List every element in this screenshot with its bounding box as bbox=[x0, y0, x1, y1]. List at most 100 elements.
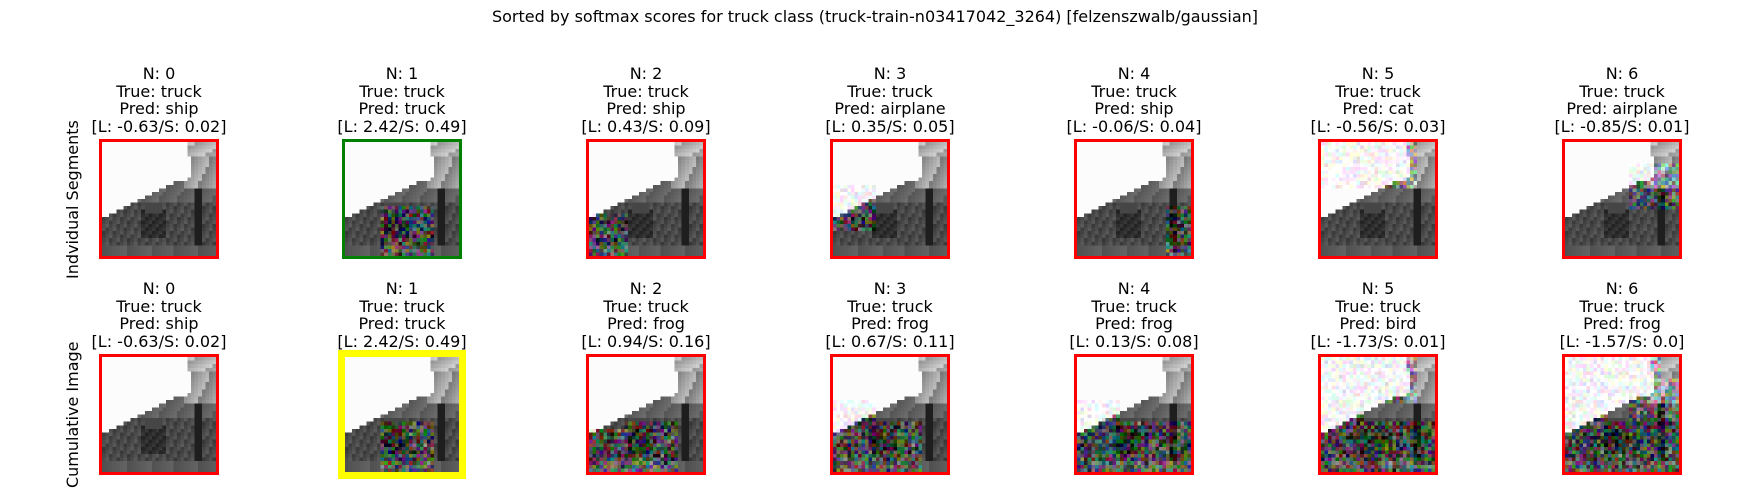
panel-title: N: 3 True: truck Pred: frog [L: 0.67/S: 0.1… bbox=[770, 280, 1010, 350]
segment-image-pixels bbox=[102, 142, 216, 256]
panel-title-n: N: 6 bbox=[1605, 279, 1639, 298]
segment-image-pixels bbox=[102, 357, 216, 472]
panel-title: N: 5 True: truck Pred: bird [L: -1.73/S: 0.… bbox=[1258, 280, 1498, 350]
panel-title-score: [L: 0.13/S: 0.08] bbox=[1069, 331, 1199, 351]
panel-title-score: [L: 0.67/S: 0.11] bbox=[825, 331, 955, 351]
panel-title-n: N: 5 bbox=[1361, 279, 1395, 298]
panel-title-score: [L: -0.63/S: 0.02] bbox=[91, 331, 227, 351]
panel-title-true: True: truck bbox=[1091, 81, 1177, 101]
segment-image-pixels bbox=[345, 357, 459, 472]
segment-image-pixels bbox=[1565, 142, 1679, 256]
panel-title-true: True: truck bbox=[1335, 81, 1421, 101]
segment-image-pixels bbox=[833, 357, 947, 472]
panel-title-n: N: 2 bbox=[629, 64, 663, 83]
panel-title: N: 1 True: truck Pred: truck [L: 2.42/S: 0.… bbox=[282, 65, 522, 135]
panel-title-true: True: truck bbox=[847, 296, 933, 316]
segment-image bbox=[1074, 139, 1194, 259]
segment-image bbox=[586, 139, 706, 259]
panel-title-score: [L: -1.57/S: 0.0] bbox=[1559, 331, 1685, 351]
panel-title-score: [L: 2.42/S: 0.49] bbox=[337, 116, 467, 136]
panel-title-n: N: 1 bbox=[385, 279, 419, 298]
segment-image-pixels bbox=[345, 142, 459, 256]
segment-image bbox=[342, 139, 462, 259]
panel-title: N: 4 True: truck Pred: ship [L: -0.06/S: 0.… bbox=[1014, 65, 1254, 135]
panel-title-score: [L: 0.43/S: 0.09] bbox=[581, 116, 711, 136]
segment-image bbox=[1562, 139, 1682, 259]
row-label-individual-segments: Indvidual Segments bbox=[63, 119, 82, 279]
panel-title-pred: Pred: cat bbox=[1342, 99, 1414, 118]
panel-title-pred: Pred: frog bbox=[1095, 314, 1173, 333]
segment-image-pixels bbox=[1321, 142, 1435, 256]
panel-title-pred: Pred: truck bbox=[358, 314, 446, 333]
segment-image bbox=[586, 354, 706, 475]
segment-image bbox=[830, 139, 950, 259]
segment-image-pixels bbox=[589, 357, 703, 472]
panel-title-score: [L: -0.06/S: 0.04] bbox=[1066, 116, 1202, 136]
panel-title-n: N: 2 bbox=[629, 279, 663, 298]
segment-image bbox=[1318, 139, 1438, 259]
panel-title: N: 0 True: truck Pred: ship [L: -0.63/S: 0.… bbox=[39, 65, 279, 135]
panel-title-true: True: truck bbox=[1335, 296, 1421, 316]
panel-title-score: [L: -1.73/S: 0.01] bbox=[1310, 331, 1446, 351]
panel-title-pred: Pred: ship bbox=[606, 99, 686, 118]
panel-title-true: True: truck bbox=[603, 296, 689, 316]
panel-title-score: [L: 2.42/S: 0.49] bbox=[337, 331, 467, 351]
segment-image-pixels bbox=[589, 142, 703, 256]
panel-title-n: N: 6 bbox=[1605, 64, 1639, 83]
segment-image bbox=[830, 354, 950, 475]
panel-title-n: N: 4 bbox=[1117, 279, 1151, 298]
panel-title: N: 5 True: truck Pred: cat [L: -0.56/S: 0.0… bbox=[1258, 65, 1498, 135]
panel-title-true: True: truck bbox=[116, 81, 202, 101]
panel-title: N: 4 True: truck Pred: frog [L: 0.13/S: 0.0… bbox=[1014, 280, 1254, 350]
segment-image bbox=[1074, 354, 1194, 475]
segment-image-pixels bbox=[1077, 357, 1191, 472]
panel-title-true: True: truck bbox=[1579, 81, 1665, 101]
segment-image bbox=[338, 350, 466, 479]
panel-title-pred: Pred: frog bbox=[607, 314, 685, 333]
panel-title-n: N: 3 bbox=[873, 64, 907, 83]
panel-title-n: N: 1 bbox=[385, 64, 419, 83]
panel-title-true: True: truck bbox=[847, 81, 933, 101]
panel-title-score: [L: 0.94/S: 0.16] bbox=[581, 331, 711, 351]
panel-title: N: 3 True: truck Pred: airplane [L: 0.35/S:… bbox=[770, 65, 1010, 135]
panel-title-pred: Pred: ship bbox=[119, 314, 199, 333]
panel-title-n: N: 4 bbox=[1117, 64, 1151, 83]
panel-title-true: True: truck bbox=[1091, 296, 1177, 316]
row-label-cumulative-image: Cumulative Image bbox=[63, 340, 82, 488]
panel-title-pred: Pred: frog bbox=[851, 314, 929, 333]
segment-image-pixels bbox=[1565, 357, 1679, 472]
segment-image-pixels bbox=[1077, 142, 1191, 256]
panel-title-score: [L: -0.56/S: 0.03] bbox=[1310, 116, 1446, 136]
panel-title-true: True: truck bbox=[359, 81, 445, 101]
panel-title-true: True: truck bbox=[359, 296, 445, 316]
segment-image-pixels bbox=[833, 142, 947, 256]
panel-title-pred: Pred: airplane bbox=[834, 99, 946, 118]
panel-title-pred: Pred: bird bbox=[1339, 314, 1417, 333]
panel-title-pred: Pred: frog bbox=[1583, 314, 1661, 333]
segment-image bbox=[99, 354, 219, 475]
panel-title-n: N: 0 bbox=[142, 64, 176, 83]
segment-image bbox=[1318, 354, 1438, 475]
panel-title-true: True: truck bbox=[1579, 296, 1665, 316]
panel-title-score: [L: -0.85/S: 0.01] bbox=[1554, 116, 1690, 136]
panel-title-n: N: 5 bbox=[1361, 64, 1395, 83]
panel-title-true: True: truck bbox=[603, 81, 689, 101]
panel-title-true: True: truck bbox=[116, 296, 202, 316]
panel-title: N: 0 True: truck Pred: ship [L: -0.63/S: 0.… bbox=[39, 280, 279, 350]
panel-title: N: 6 True: truck Pred: frog [L: -1.57/S: 0.… bbox=[1502, 280, 1742, 350]
segment-image-pixels bbox=[1321, 357, 1435, 472]
panel-title: N: 1 True: truck Pred: truck [L: 2.42/S: 0.… bbox=[282, 280, 522, 350]
panel-title: N: 2 True: truck Pred: frog [L: 0.94/S: 0.1… bbox=[526, 280, 766, 350]
panel-title: N: 2 True: truck Pred: ship [L: 0.43/S: 0.0… bbox=[526, 65, 766, 135]
panel-title-pred: Pred: truck bbox=[358, 99, 446, 118]
panel-title-pred: Pred: ship bbox=[1094, 99, 1174, 118]
figure-suptitle: Sorted by softmax scores for truck class… bbox=[491, 7, 1258, 26]
segment-image bbox=[99, 139, 219, 259]
panel-title-score: [L: 0.35/S: 0.05] bbox=[825, 116, 955, 136]
panel-title-n: N: 0 bbox=[142, 279, 176, 298]
panel-title-n: N: 3 bbox=[873, 279, 907, 298]
segment-image bbox=[1562, 354, 1682, 475]
panel-title-pred: Pred: airplane bbox=[1566, 99, 1678, 118]
panel-title-score: [L: -0.63/S: 0.02] bbox=[91, 116, 227, 136]
panel-title-pred: Pred: ship bbox=[119, 99, 199, 118]
